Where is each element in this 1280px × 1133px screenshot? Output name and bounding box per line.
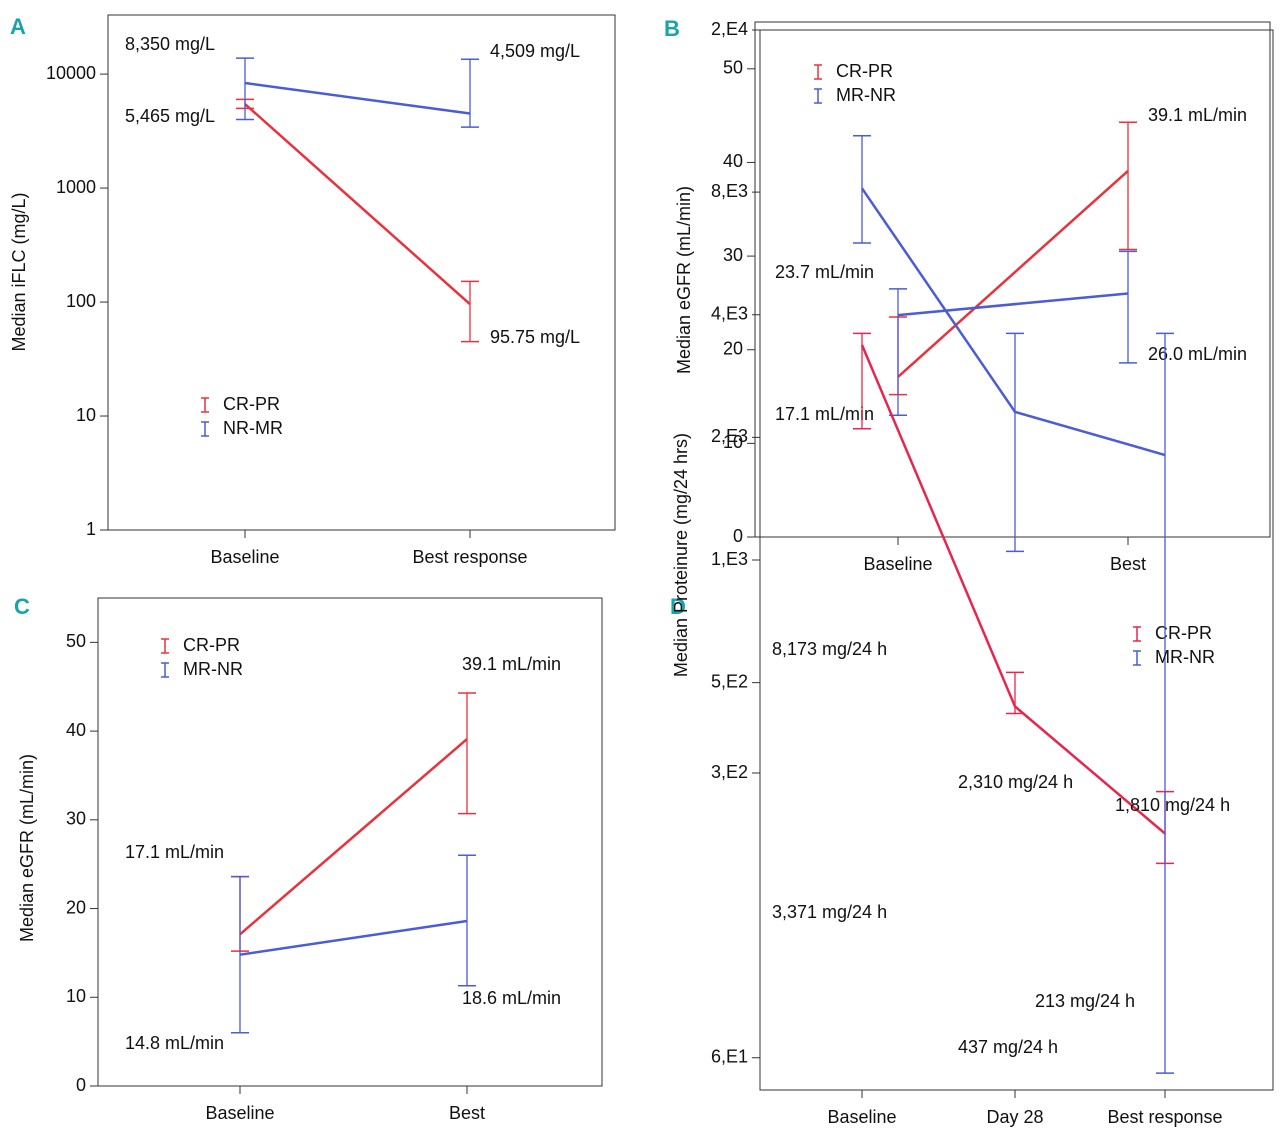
value-label: 18.6 mL/min [462,988,561,1008]
legend-label: CR-PR [183,635,240,655]
y-tick-label: 40 [66,720,86,740]
y-tick-label: 10000 [46,63,96,83]
panel-label: A [10,14,26,39]
value-label: 8,350 mg/L [125,34,215,54]
y-tick-label: 0 [733,526,743,546]
value-label: 2,310 mg/24 h [958,772,1073,792]
y-tick-label: 0 [76,1075,86,1095]
y-tick-label: 4,E3 [711,303,748,323]
x-tick-label: Baseline [863,554,932,574]
value-label: 26.0 mL/min [1148,344,1247,364]
y-tick-label: 1000 [56,177,96,197]
y-tick-label: 2,E4 [711,19,748,39]
x-tick-label: Best [1110,554,1146,574]
y-tick-label: 100 [66,291,96,311]
legend-label: CR-PR [223,394,280,414]
value-label: 3,371 mg/24 h [772,902,887,922]
y-axis-label: Median iFLC (mg/L) [9,192,29,351]
series-line [860,187,1166,457]
series-line [239,919,468,956]
value-label: 5,465 mg/L [125,106,215,126]
series-line [244,103,471,306]
plot-frame [107,14,616,531]
value-label: 4,509 mg/L [490,41,580,61]
y-tick-label: 50 [66,631,86,651]
x-tick-label: Best [449,1103,485,1123]
plot-frame [759,29,1274,1091]
value-label: 14.8 mL/min [125,1033,224,1053]
y-tick-label: 10 [76,405,96,425]
value-label: 8,173 mg/24 h [772,639,887,659]
legend-label: MR-NR [1155,647,1215,667]
panel-label: D [670,594,686,619]
panel-label: C [14,594,30,619]
plot-frame [754,21,1271,538]
x-tick-label: Day 28 [986,1107,1043,1127]
y-tick-label: 20 [723,338,743,358]
y-axis-label: Median Proteinure (mg/24 hrs) [671,433,691,677]
y-tick-label: 30 [66,809,86,829]
plot-frame [97,597,603,1087]
y-tick-label: 50 [723,58,743,78]
x-tick-label: Baseline [205,1103,274,1123]
x-tick-label: Baseline [210,547,279,567]
x-tick-label: Best response [412,547,527,567]
legend-label: CR-PR [836,61,893,81]
y-tick-label: 2,E3 [711,426,748,446]
legend-label: CR-PR [1155,623,1212,643]
value-label: 1,810 mg/24 h [1115,795,1230,815]
x-tick-label: Best response [1107,1107,1222,1127]
y-tick-label: 1,E3 [711,549,748,569]
series-line [897,169,1129,378]
y-tick-label: 8,E3 [711,181,748,201]
value-label: 39.1 mL/min [1148,105,1247,125]
value-label: 437 mg/24 h [958,1037,1058,1057]
y-axis-label: Median eGFR (mL/min) [17,754,37,942]
value-label: 95.75 mg/L [490,327,580,347]
y-tick-label: 1 [86,519,96,539]
series-line [860,344,1166,835]
y-tick-label: 10 [66,986,86,1006]
y-tick-label: 5,E2 [711,671,748,691]
x-tick-label: Baseline [827,1107,896,1127]
y-tick-label: 30 [723,245,743,265]
value-label: 23.7 mL/min [775,262,874,282]
value-label: 39.1 mL/min [462,654,561,674]
legend-label: MR-NR [836,85,896,105]
panel-label: B [664,16,680,41]
series-line [239,738,468,936]
series-line [244,81,471,115]
value-label: 213 mg/24 h [1035,991,1135,1011]
value-label: 17.1 mL/min [125,842,224,862]
y-tick-label: 3,E2 [711,762,748,782]
value-label: 17.1 mL/min [775,404,874,424]
y-tick-label: 10 [723,432,743,452]
legend-label: NR-MR [223,418,283,438]
y-tick-label: 6,E1 [711,1046,748,1066]
y-axis-label: Median eGFR (mL/min) [674,186,694,374]
y-tick-label: 20 [66,897,86,917]
y-tick-label: 40 [723,151,743,171]
legend-label: MR-NR [183,659,243,679]
series-line [897,292,1129,317]
